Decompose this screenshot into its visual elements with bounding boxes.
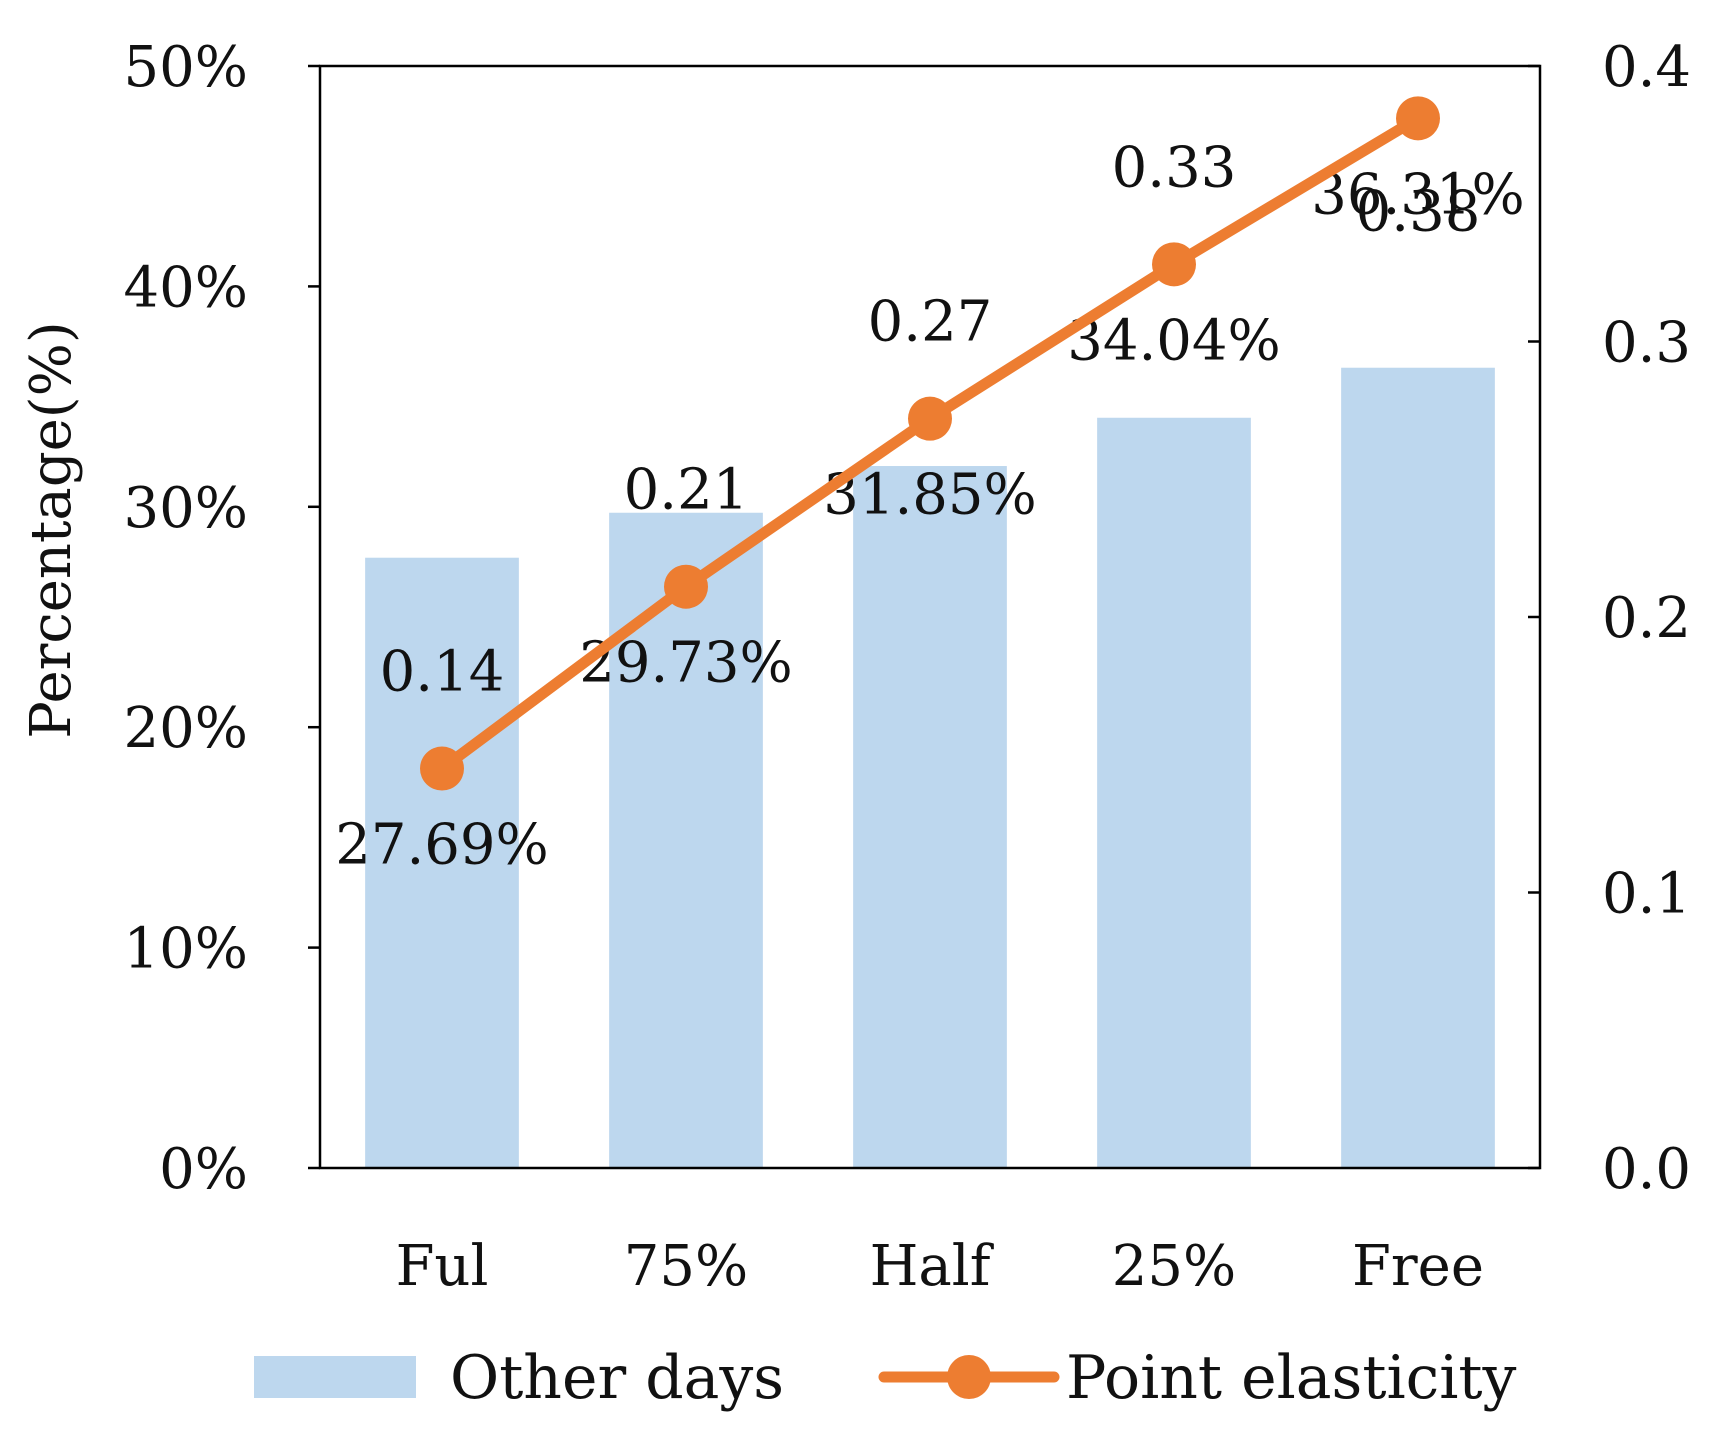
right-tick-label: 0.0 [1602,1137,1691,1202]
left-tick-label: 10% [124,917,248,982]
category-label: Ful [396,1234,489,1299]
right-y-axis: 0.0 0.1 0.2 0.3 0.4 [1528,35,1691,1202]
category-label: 25% [1112,1234,1236,1299]
line-value-label: 0.33 [1112,135,1237,200]
left-tick-label: 0% [159,1137,248,1202]
line-value-label: 0.27 [868,290,993,355]
left-tick-label: 50% [124,35,248,100]
x-axis: Ful 75% Half 25% Free [396,1234,1484,1299]
right-tick-label: 0.3 [1602,311,1691,376]
left-y-axis: 0% 10% 20% 30% 40% 50% [124,35,320,1202]
bar-0 [365,557,519,1168]
right-tick-label: 0.2 [1602,586,1691,651]
right-tick-label: 0.1 [1602,862,1691,927]
line-value-label: 0.38 [1356,179,1481,244]
bar-2 [853,466,1007,1168]
bar-value-label: 27.69% [335,813,549,878]
line-series [420,96,1440,791]
legend-label-line: Point elasticity [1066,1343,1517,1413]
bar-series [365,367,1495,1168]
legend-line-marker [947,1355,991,1399]
legend-label-bars: Other days [450,1343,784,1413]
line-value-label: 0.21 [624,458,749,523]
y-axis-title: Percentage(%) [19,321,84,738]
category-label: Half [870,1234,995,1299]
left-tick-label: 30% [124,476,248,541]
elasticity-marker [1396,96,1440,141]
left-tick-label: 40% [124,255,248,320]
bar-4 [1341,367,1495,1168]
bar-3 [1097,417,1251,1168]
line-data-labels: 0.14 0.21 0.27 0.33 0.38 [380,135,1481,704]
bar-value-label: 36.31% [1311,162,1525,227]
elasticity-marker [420,746,464,791]
elasticity-marker [664,564,708,609]
bar-1 [609,512,763,1168]
legend: Other days Point elasticity [254,1343,1517,1413]
elasticity-marker [1152,242,1196,287]
elasticity-marker [908,396,952,441]
legend-bar-swatch [254,1356,416,1398]
category-label: 75% [624,1234,748,1299]
line-value-label: 0.14 [380,640,505,705]
left-tick-label: 20% [124,696,248,761]
bar-value-label: 34.04% [1067,308,1281,373]
category-label: Free [1352,1234,1484,1299]
right-tick-label: 0.4 [1602,35,1691,100]
